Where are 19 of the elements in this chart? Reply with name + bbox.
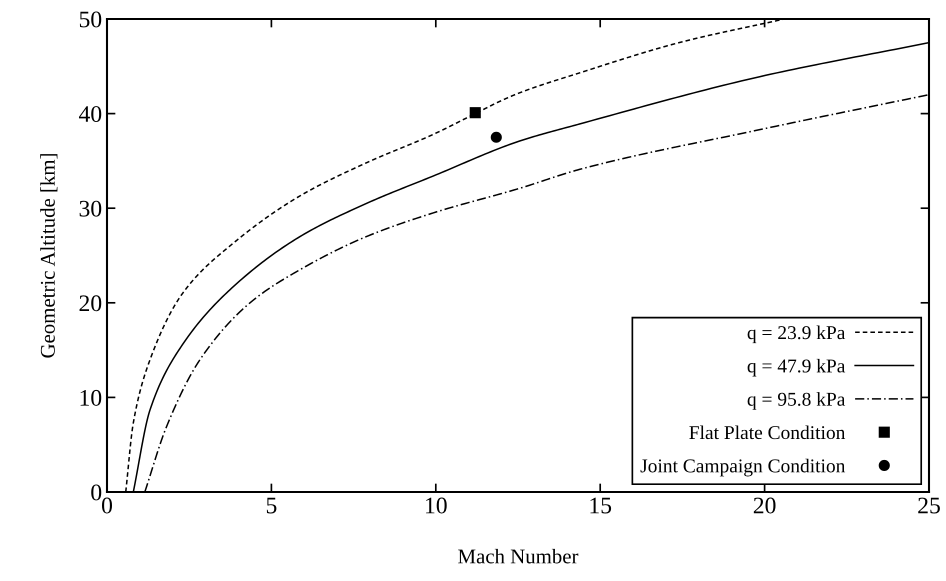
y-tick-label: 0 — [91, 484, 102, 500]
y-tick-label: 20 — [80, 295, 102, 312]
x-tick-label: 10 — [426, 498, 447, 514]
legend-label: Flat Plate Condition — [689, 425, 846, 440]
x-tick-label: 15 — [590, 498, 612, 514]
x-tick-label: 5 — [266, 498, 276, 514]
x-axis-title: Mach Number — [458, 548, 578, 564]
y-tick-label: 40 — [78, 106, 102, 122]
y-axis-title: Geometric Altitude [km] — [40, 154, 58, 358]
legend-label: q = 95.8 kPa — [748, 392, 846, 410]
y-tick-label: 30 — [80, 200, 102, 217]
x-tick-label: 20 — [754, 498, 776, 514]
legend-label: q = 47.9 kPa — [748, 358, 846, 376]
x-tick-label: 25 — [918, 498, 940, 514]
legend-label: q = 23.9 kPa — [748, 326, 846, 344]
y-tick-label: 50 — [80, 11, 102, 28]
legend-label: Joint Campaign Condition — [640, 458, 846, 476]
x-tick-label: 0 — [102, 498, 112, 514]
y-tick-label: 10 — [80, 390, 102, 406]
